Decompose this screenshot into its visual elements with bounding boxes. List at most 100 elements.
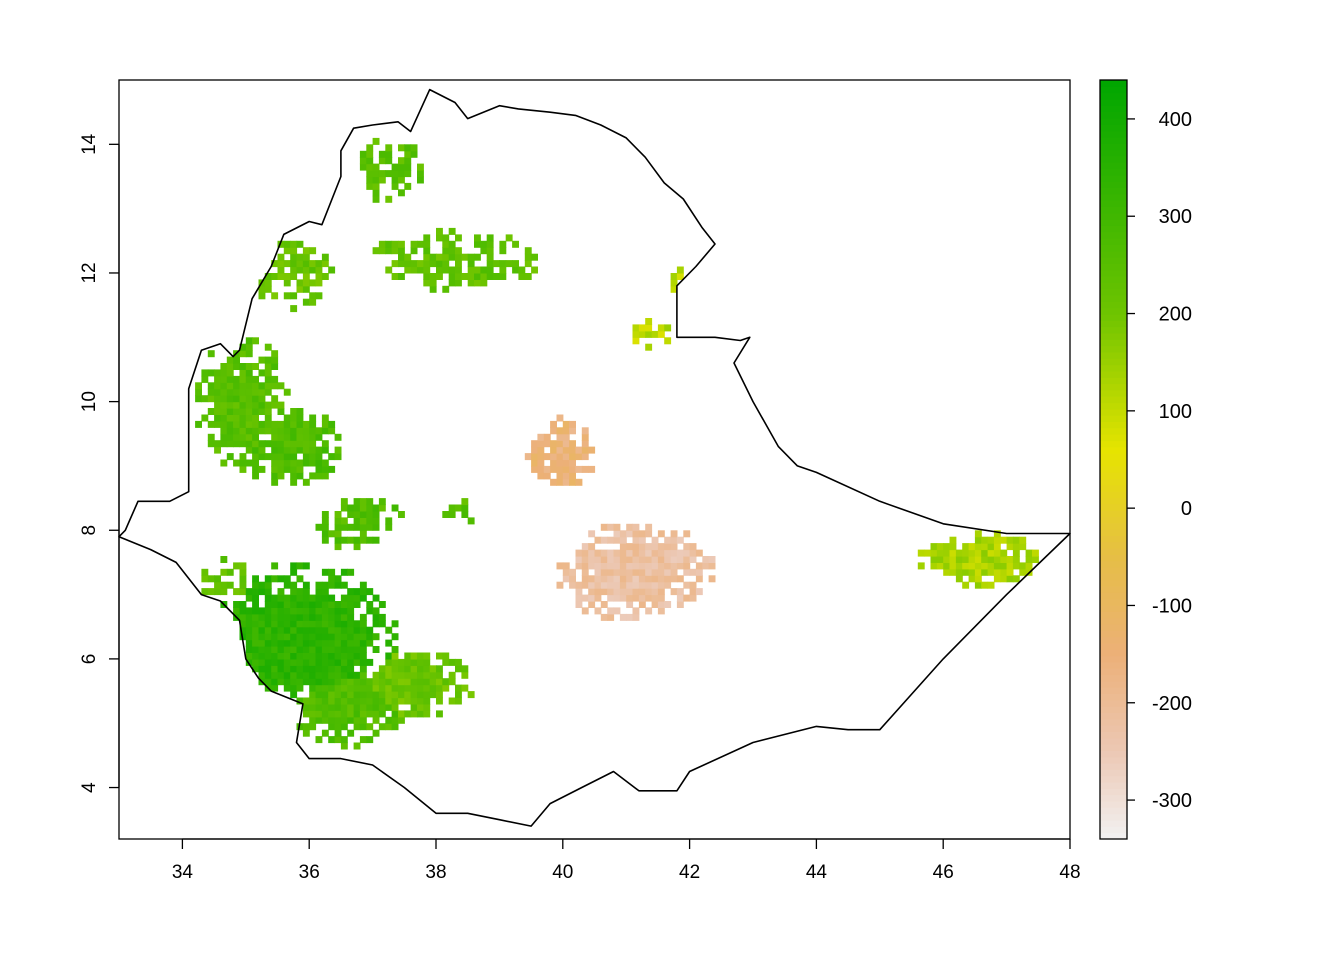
raster-cell	[664, 337, 672, 345]
raster-cell	[277, 401, 285, 409]
raster-cell	[417, 260, 424, 268]
raster-cell	[391, 691, 399, 699]
raster-cell	[296, 279, 304, 287]
raster-cell	[385, 517, 393, 525]
raster-cell	[993, 536, 1001, 544]
raster-cell	[315, 665, 323, 673]
colorbar-segment	[1100, 611, 1127, 619]
colorbar-segment	[1100, 465, 1127, 473]
raster-cell	[974, 581, 982, 589]
raster-cell	[391, 240, 399, 248]
raster-cell	[366, 588, 374, 596]
raster-cell	[214, 401, 221, 409]
colorbar-segment	[1100, 288, 1127, 296]
raster-cell	[309, 678, 317, 686]
raster-cell	[955, 568, 963, 576]
raster-cell	[334, 543, 342, 551]
raster-cell	[245, 646, 253, 653]
raster-cell	[600, 523, 608, 531]
raster-cell	[372, 247, 380, 255]
raster-cell	[518, 273, 526, 280]
raster-cell	[220, 556, 228, 563]
raster-cell	[359, 736, 367, 744]
raster-cell	[556, 446, 564, 454]
raster-cell	[340, 710, 348, 718]
raster-cell	[378, 671, 386, 679]
raster-cell	[302, 710, 310, 718]
raster-cell	[252, 388, 259, 396]
raster-cell	[334, 581, 342, 589]
raster-cell	[252, 581, 259, 589]
raster-cell	[271, 639, 279, 647]
raster-cell	[689, 549, 697, 557]
raster-cell	[258, 292, 266, 300]
raster-cell	[264, 665, 272, 673]
raster-cell	[372, 517, 380, 525]
colorbar-tick-label: 0	[1181, 498, 1192, 520]
raster-cell	[613, 607, 621, 615]
raster-cell	[359, 684, 367, 692]
colorbar-segment	[1100, 484, 1127, 492]
colorbar-segment	[1100, 307, 1127, 315]
raster-cell	[366, 684, 374, 692]
raster-cell	[334, 736, 342, 744]
colorbar-segment	[1100, 206, 1127, 214]
colorbar-segment	[1100, 661, 1127, 669]
raster-cell	[943, 549, 951, 557]
raster-cell	[239, 395, 247, 403]
raster-cell	[296, 260, 304, 268]
raster-cell	[556, 478, 564, 486]
raster-cell	[296, 665, 304, 673]
raster-cell	[613, 536, 621, 544]
raster-cell	[499, 260, 507, 268]
raster-cell	[239, 433, 247, 441]
raster-cell	[264, 285, 272, 293]
raster-cell	[550, 465, 557, 473]
colorbar-tick-label: 300	[1159, 206, 1192, 228]
raster-cell	[245, 343, 253, 351]
raster-cell	[619, 530, 627, 538]
raster-cell	[442, 511, 450, 518]
raster-cell	[423, 703, 431, 711]
raster-cell	[461, 504, 469, 512]
raster-cell	[1025, 556, 1033, 563]
raster-cell	[588, 588, 596, 596]
raster-cell	[252, 626, 259, 634]
raster-cell	[283, 240, 291, 248]
raster-cell	[226, 420, 234, 428]
raster-cell	[328, 626, 336, 634]
raster-cell	[562, 446, 570, 454]
colorbar-segment	[1100, 396, 1127, 404]
raster-cell	[245, 446, 253, 454]
raster-cell	[277, 440, 285, 448]
raster-cell	[309, 639, 317, 647]
raster-cell	[645, 594, 653, 602]
raster-cell	[258, 646, 266, 653]
colorbar-segment	[1100, 725, 1127, 732]
raster-cell	[683, 581, 691, 589]
raster-cell	[359, 157, 367, 165]
raster-cell	[315, 601, 323, 608]
raster-cell	[340, 691, 348, 699]
raster-cell	[670, 556, 678, 563]
raster-cell	[391, 716, 399, 724]
raster-cell	[417, 176, 424, 184]
raster-cell	[569, 478, 576, 486]
raster-cell	[315, 671, 323, 679]
raster-cell	[974, 543, 982, 551]
raster-cell	[264, 594, 272, 602]
raster-cell	[296, 588, 304, 596]
raster-cell	[277, 266, 285, 274]
raster-cell	[417, 163, 424, 171]
raster-cell	[562, 433, 570, 441]
raster-cell	[328, 716, 336, 724]
raster-cell	[562, 420, 570, 428]
raster-cell	[676, 273, 684, 280]
raster-cell	[277, 465, 285, 473]
raster-cell	[359, 652, 367, 660]
raster-cell	[239, 620, 247, 628]
raster-cell	[404, 697, 412, 705]
raster-cell	[366, 536, 374, 544]
raster-cell	[283, 575, 291, 583]
raster-cell	[575, 562, 583, 570]
